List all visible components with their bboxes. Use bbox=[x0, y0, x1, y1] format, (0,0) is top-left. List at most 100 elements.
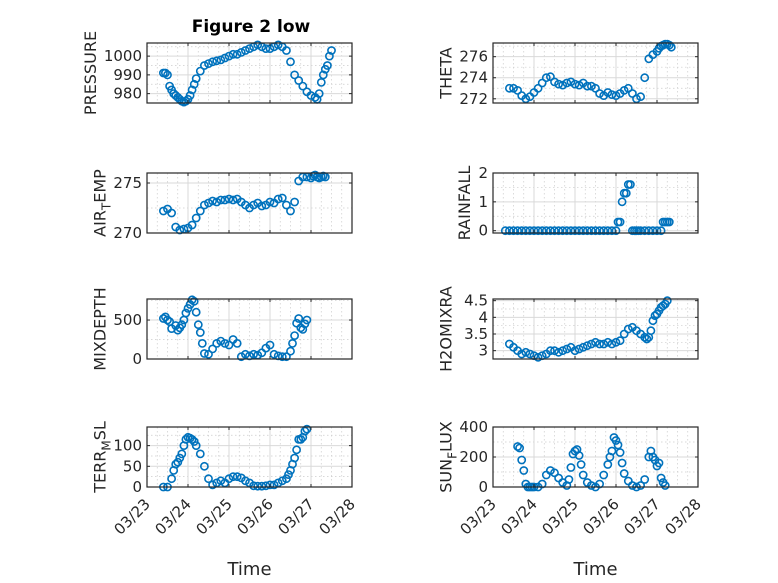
y-tick-label: 100 bbox=[113, 437, 142, 455]
data-point bbox=[265, 480, 275, 490]
data-point bbox=[327, 46, 336, 55]
data-point bbox=[554, 79, 563, 89]
y-tick-label: 275 bbox=[113, 174, 142, 192]
data-point bbox=[193, 320, 203, 330]
data-point bbox=[537, 479, 547, 489]
data-point bbox=[558, 346, 568, 356]
data-point bbox=[195, 449, 205, 459]
data-point bbox=[249, 481, 258, 491]
data-point bbox=[550, 226, 559, 236]
y-axis-label: MIXDEPTH bbox=[90, 287, 109, 370]
data-point bbox=[281, 200, 291, 210]
y-tick-label: 0 bbox=[132, 350, 142, 368]
data-point bbox=[187, 434, 197, 444]
data-point bbox=[582, 226, 592, 236]
data-point bbox=[613, 440, 623, 450]
subplot-terr-msl: 0 50 100TERRMSL03/2303/2403/2503/2603/2703… bbox=[90, 421, 358, 580]
data-point bbox=[181, 308, 191, 318]
data-point bbox=[212, 197, 222, 207]
data-point bbox=[224, 51, 234, 61]
data-point bbox=[286, 57, 295, 67]
data-point bbox=[607, 90, 617, 99]
data-point bbox=[591, 83, 600, 93]
y-axis-label: PRESSURE bbox=[81, 31, 100, 115]
data-point bbox=[173, 325, 183, 335]
y-tick-label: 1000 bbox=[104, 47, 142, 65]
data-point bbox=[232, 472, 242, 482]
data-point bbox=[197, 338, 207, 348]
data-point bbox=[562, 344, 572, 354]
data-point bbox=[302, 315, 312, 325]
data-point bbox=[533, 83, 543, 93]
data-point bbox=[189, 79, 199, 89]
data-point bbox=[623, 324, 633, 334]
x-tick-label: 03/28 bbox=[316, 495, 359, 538]
data-point bbox=[648, 316, 658, 326]
data-point bbox=[228, 472, 238, 482]
data-point bbox=[562, 78, 572, 88]
data-point bbox=[253, 481, 263, 491]
data-point bbox=[288, 338, 297, 348]
data-point bbox=[574, 451, 584, 460]
axes-background bbox=[147, 43, 352, 103]
data-point bbox=[621, 188, 631, 198]
data-point bbox=[628, 89, 637, 98]
x-tick-label: 03/27 bbox=[621, 495, 664, 538]
data-point bbox=[257, 201, 267, 211]
data-point bbox=[660, 481, 670, 490]
data-point bbox=[290, 331, 299, 340]
data-point bbox=[550, 346, 559, 356]
data-point bbox=[281, 352, 291, 362]
y-tick-label: 1 bbox=[478, 193, 488, 211]
data-point bbox=[519, 466, 529, 475]
data-point bbox=[199, 61, 209, 70]
y-axis-label: H2OMIXRA bbox=[436, 286, 455, 372]
x-tick-label: 03/24 bbox=[152, 495, 195, 538]
data-point bbox=[546, 226, 555, 236]
data-point bbox=[599, 339, 609, 349]
y-tick-label: 500 bbox=[113, 311, 142, 329]
data-point bbox=[273, 40, 283, 50]
axes-frame bbox=[146, 172, 353, 234]
data-point bbox=[216, 55, 226, 65]
data-point bbox=[513, 86, 522, 95]
data-point bbox=[314, 89, 324, 98]
data-point bbox=[619, 469, 629, 478]
data-point bbox=[595, 339, 604, 349]
y-tick-label: 4 bbox=[478, 308, 488, 326]
axes-frame bbox=[492, 298, 699, 360]
data-point bbox=[181, 96, 191, 106]
data-point bbox=[324, 51, 334, 61]
y-tick-label: 3.5 bbox=[464, 325, 488, 343]
y-tick-label: 276 bbox=[459, 48, 488, 66]
data-point bbox=[187, 85, 197, 95]
data-point bbox=[298, 81, 308, 91]
data-point bbox=[607, 339, 617, 349]
data-point bbox=[195, 206, 205, 216]
x-tick-label: 03/26 bbox=[580, 495, 623, 538]
data-point bbox=[187, 220, 197, 230]
data-point bbox=[163, 70, 172, 80]
axes-frame bbox=[492, 42, 699, 104]
data-point bbox=[160, 68, 170, 78]
axes-frame bbox=[492, 172, 699, 234]
data-point bbox=[537, 78, 547, 88]
data-point bbox=[537, 226, 547, 236]
y-axis-label: RAINFALL bbox=[455, 166, 474, 241]
data-point bbox=[566, 463, 576, 472]
data-point bbox=[525, 349, 535, 359]
data-point bbox=[642, 334, 652, 344]
x-tick-label: 03/26 bbox=[234, 495, 277, 538]
data-point bbox=[554, 226, 563, 236]
x-tick-label: 03/24 bbox=[498, 495, 541, 538]
data-point bbox=[570, 346, 580, 356]
data-point bbox=[626, 180, 635, 189]
data-point bbox=[181, 434, 191, 444]
data-point bbox=[208, 344, 217, 354]
data-point bbox=[591, 337, 600, 347]
data-point bbox=[636, 226, 645, 236]
x-tick-label: 03/27 bbox=[275, 495, 318, 538]
data-point bbox=[562, 226, 572, 236]
data-point bbox=[322, 61, 332, 70]
